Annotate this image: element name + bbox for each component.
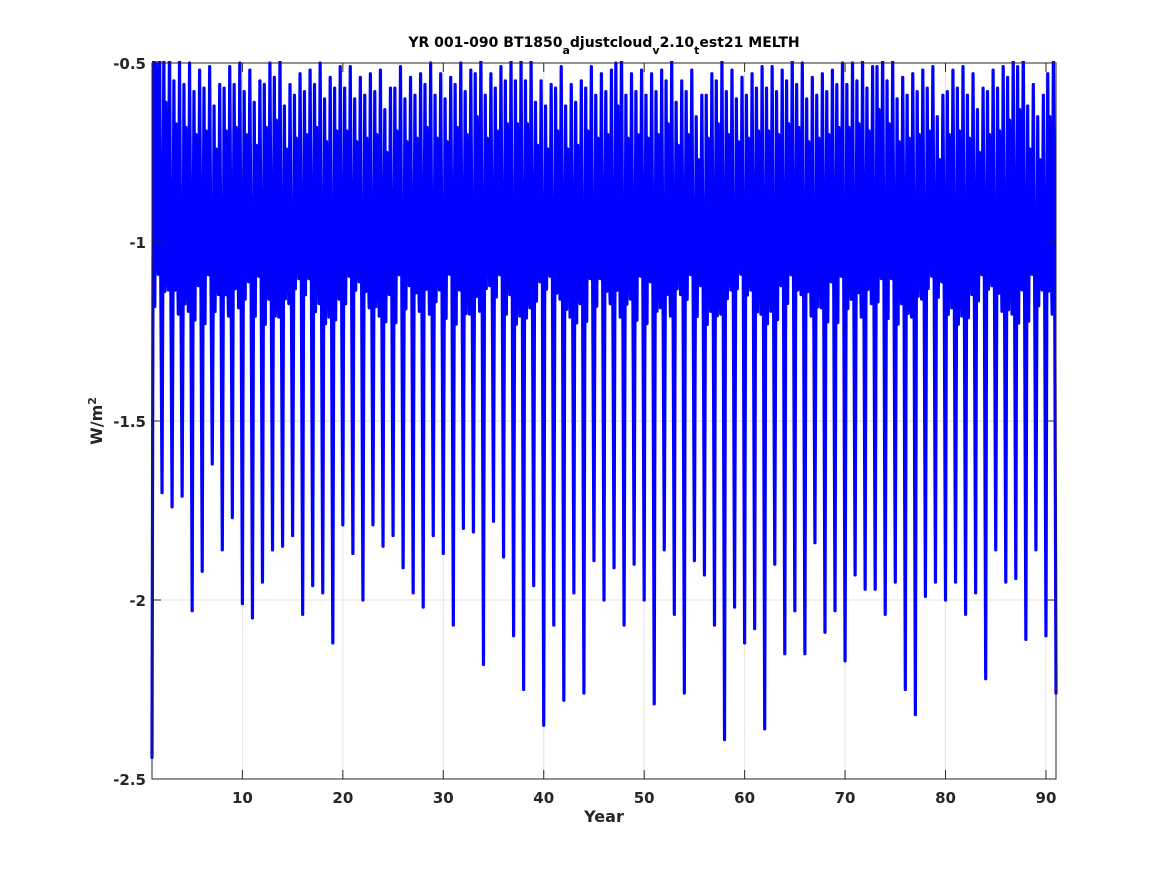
x-tick-label: 50 [634,789,655,807]
y-axis-label: W/m2 [86,397,107,445]
y-tick-label: -1 [129,234,146,252]
x-tick-label: 40 [533,789,554,807]
ticks: 10 20 30 40 50 60 70 80 90 -2.5 -2 -1.5 -1 -0.5 [113,55,1056,807]
series-line [150,61,1058,760]
x-tick-label: 90 [1036,789,1057,807]
x-tick-label: 80 [935,789,956,807]
y-tick-label: -2 [129,592,146,610]
x-axis-label: Year [583,807,624,826]
y-tick-label: -1.5 [113,413,146,431]
x-tick-label: 60 [734,789,755,807]
x-tick-label: 30 [433,789,454,807]
series-layer [150,61,1058,760]
x-tick-label: 10 [232,789,253,807]
y-tick-label: -0.5 [113,55,146,73]
x-tick-label: 70 [835,789,856,807]
chart-title: YR 001-090 BT1850adjustcloudv2.10test21 … [407,35,799,57]
x-tick-label: 20 [332,789,353,807]
y-tick-label: -2.5 [113,771,146,789]
